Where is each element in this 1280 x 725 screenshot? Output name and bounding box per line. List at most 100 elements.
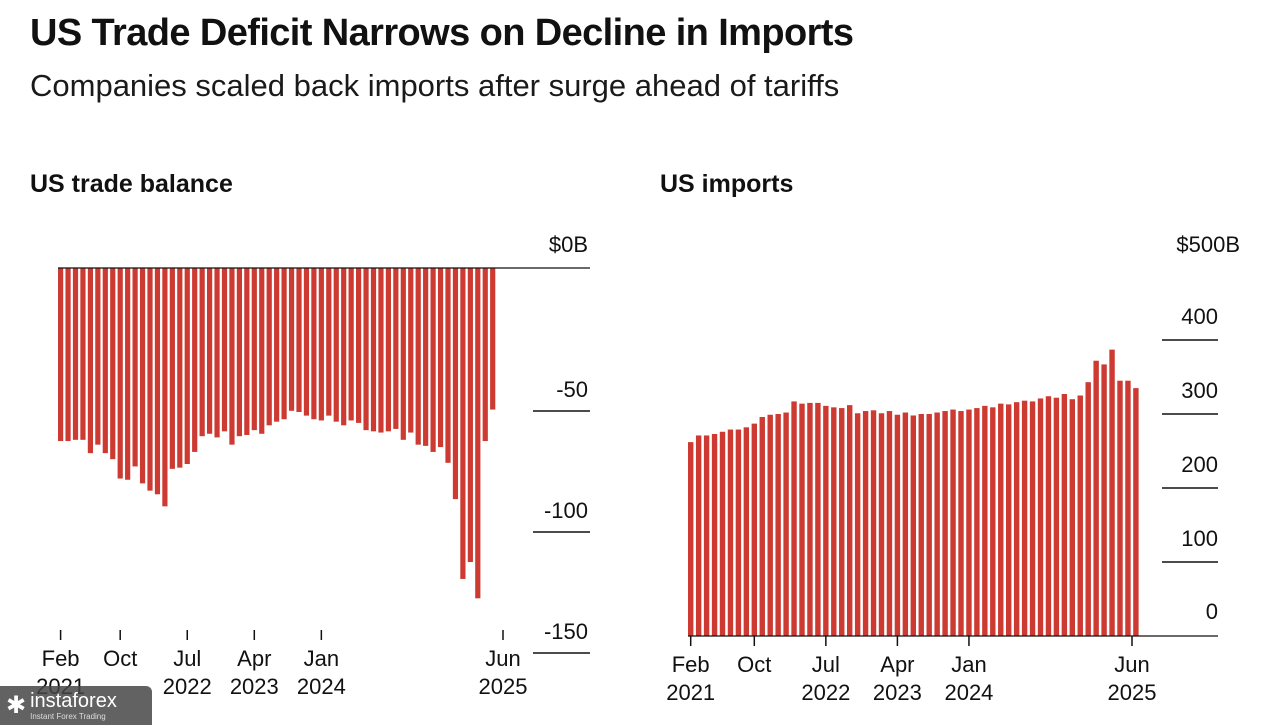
imports-bar <box>886 411 893 636</box>
trade-balance-bar <box>430 268 436 452</box>
trade-balance-x-tick-year: 2023 <box>230 674 279 699</box>
imports-y-tick-label: $500B <box>1176 232 1240 257</box>
imports-bar <box>854 413 861 636</box>
imports-bar <box>1069 399 1075 636</box>
trade-balance-bar <box>490 268 496 410</box>
trade-balance-bar <box>244 268 250 435</box>
trade-balance-bar <box>281 268 287 420</box>
imports-x-tick-label: Jun <box>1114 652 1149 677</box>
imports-bar <box>990 407 996 636</box>
trade-balance-x-tick-label: Apr <box>237 646 271 671</box>
trade-balance-bar <box>162 268 168 507</box>
trade-balance-bar <box>169 268 175 469</box>
imports-bar <box>1053 397 1060 636</box>
trade-balance-bar <box>445 268 451 463</box>
imports-y-tick-label: 0 <box>1206 599 1218 624</box>
trade-balance-bar <box>207 268 213 434</box>
imports-bar <box>1077 395 1083 636</box>
trade-balance-bar <box>110 268 116 460</box>
trade-balance-bar <box>221 268 228 432</box>
trade-balance-bar <box>87 268 93 454</box>
trade-balance-y-tick-label: -150 <box>544 619 588 644</box>
imports-bar <box>1093 360 1099 636</box>
imports-bar <box>918 414 924 636</box>
imports-x-tick-label: Jan <box>951 652 986 677</box>
imports-bar <box>974 408 980 636</box>
trade-balance-bar <box>184 268 190 465</box>
trade-balance-bar <box>393 268 399 429</box>
chart-title: US Trade Deficit Narrows on Decline in I… <box>30 12 854 54</box>
imports-bar <box>1029 401 1036 636</box>
trade-balance-bar <box>296 268 302 412</box>
trade-balance-bar <box>80 268 86 440</box>
imports-x-tick-year: 2025 <box>1108 680 1157 705</box>
trade-balance-y-tick-label: -50 <box>556 377 588 402</box>
trade-balance-bar <box>341 268 347 426</box>
imports-x-tick-label: Jul <box>812 652 840 677</box>
imports-bar <box>751 423 757 636</box>
imports-y-tick-label: 400 <box>1181 304 1218 329</box>
imports-bar <box>870 410 877 636</box>
imports-bar <box>735 429 742 636</box>
instaforex-logo-icon: ✱ <box>6 691 27 719</box>
trade-balance-bar <box>333 268 339 422</box>
trade-balance-bar <box>229 268 235 445</box>
imports-bar <box>942 411 948 636</box>
imports-bar <box>688 442 694 636</box>
trade-balance-bar <box>400 268 406 440</box>
imports-bar <box>934 412 940 636</box>
trade-balance-bar <box>385 268 391 432</box>
trade-balance-bar <box>356 268 362 423</box>
trade-balance-x-tick-label: Feb <box>42 646 80 671</box>
imports-bar <box>1021 400 1028 636</box>
trade-balance-bar <box>236 268 242 437</box>
imports-x-tick-label: Apr <box>880 652 914 677</box>
trade-balance-bar <box>326 268 332 416</box>
imports-bar <box>966 409 972 636</box>
trade-balance-x-tick-year: 2022 <box>163 674 212 699</box>
imports-bar <box>950 409 956 636</box>
trade-balance-bar <box>125 268 131 480</box>
imports-x-tick-year: 2022 <box>801 680 850 705</box>
imports-bar <box>1006 404 1012 636</box>
trade-balance-bar <box>415 268 421 445</box>
imports-bar <box>815 402 821 636</box>
imports-bar <box>1101 364 1107 636</box>
imports-bar <box>759 416 765 636</box>
trade-balance-x-tick-label: Jul <box>173 646 201 671</box>
imports-bar <box>711 433 718 636</box>
imports-bar <box>1109 349 1115 636</box>
imports-x-tick-label: Oct <box>737 652 771 677</box>
trade-balance-bar <box>58 268 64 442</box>
trade-balance-bar <box>437 268 444 448</box>
trade-balance-bar <box>199 268 205 437</box>
trade-balance-bar <box>192 268 198 452</box>
imports-bar <box>958 411 964 636</box>
trade-balance-bar <box>460 268 466 579</box>
imports-bar <box>894 414 901 636</box>
imports-y-tick-label: 100 <box>1181 526 1218 551</box>
trade-balance-bar <box>95 268 101 445</box>
trade-balance-bar <box>65 268 71 442</box>
imports-bar <box>910 415 916 636</box>
imports-bar <box>902 412 909 636</box>
trade-balance-bar <box>475 268 481 599</box>
trade-balance-y-tick-label: -100 <box>544 498 588 523</box>
imports-bar <box>1085 382 1091 636</box>
trade-balance-bar <box>147 268 153 491</box>
imports-x-tick-label: Feb <box>672 652 710 677</box>
imports-bar <box>807 402 813 636</box>
trade-balance-bar <box>423 268 429 446</box>
imports-bar <box>767 414 773 636</box>
trade-balance-bar <box>318 268 324 421</box>
imports-bar <box>926 414 932 636</box>
instaforex-watermark: ✱ instaforex Instant Forex Trading <box>0 686 152 725</box>
trade-balance-bar <box>72 268 79 440</box>
imports-bar <box>1013 402 1020 636</box>
imports-panel-title: US imports <box>660 170 794 198</box>
imports-bar <box>799 403 805 636</box>
imports-bar <box>743 427 750 636</box>
imports-bar <box>703 435 710 636</box>
trade-balance-bar <box>452 268 459 500</box>
